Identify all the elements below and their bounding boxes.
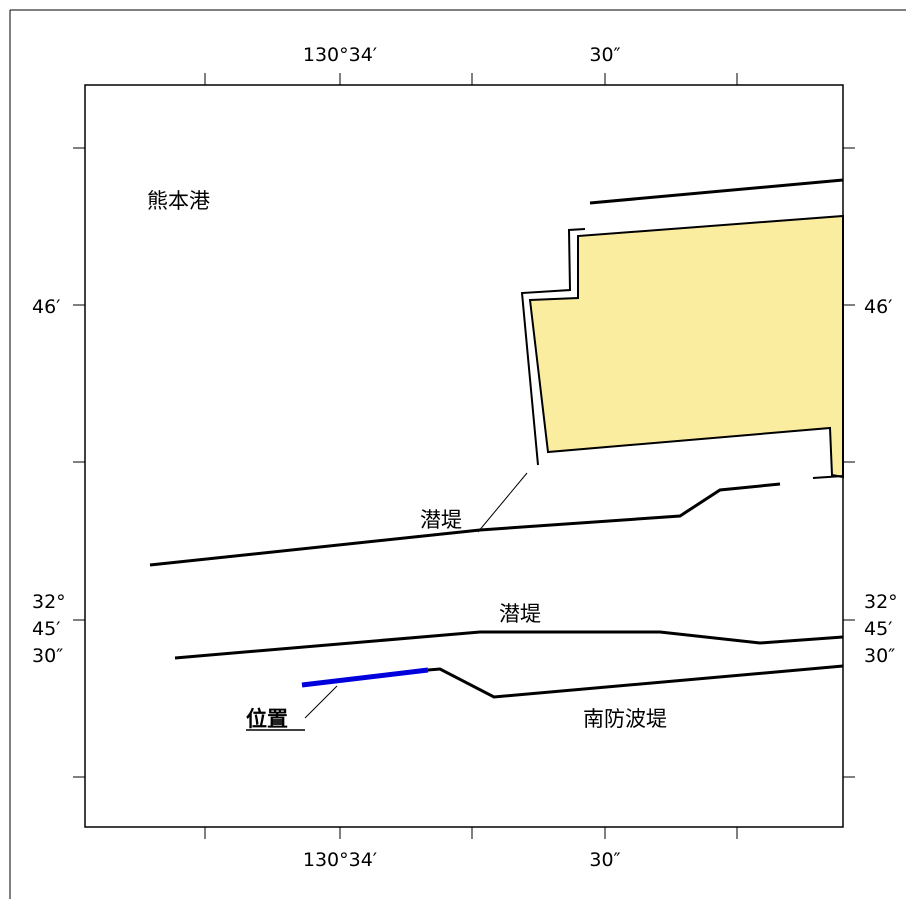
upper-submerged-breakwater (149, 482, 781, 567)
place-name-kumamoto-port: 熊本港 (147, 189, 210, 213)
lower-submerged-breakwater (174, 630, 844, 660)
bottom-axis-label-2: 30″ (589, 849, 620, 871)
right-axis-label-min: 45′ (864, 618, 893, 640)
top-ticks (204, 73, 738, 85)
port-island-land (528, 214, 844, 479)
left-axis-label-46: 46′ (32, 296, 61, 318)
south-breakwater (427, 664, 844, 699)
island-seawall (520, 228, 586, 466)
bottom-axis-label-1: 130°34′ (303, 849, 377, 871)
outer-frame (9, 9, 906, 899)
left-axis-label-sec: 30″ (32, 645, 63, 667)
top-axis-label-1: 130°34′ (303, 44, 377, 66)
label-submerged-breakwater-upper: 潜堤 (420, 508, 462, 532)
location-highlight-line (301, 667, 429, 688)
top-axis-label-2: 30″ (589, 44, 620, 66)
right-axis-label-46: 46′ (864, 296, 893, 318)
label-location: 位置 (246, 707, 288, 731)
bottom-ticks (204, 827, 738, 839)
location-leader-line (304, 685, 338, 719)
label-south-breakwater: 南防波堤 (583, 707, 667, 731)
left-axis-label-min: 45′ (32, 618, 61, 640)
east-jetty (812, 475, 844, 479)
left-ticks (73, 147, 85, 778)
right-ticks (843, 147, 855, 778)
left-axis-label-deg: 32° (32, 591, 66, 613)
right-axis-label-deg: 32° (864, 591, 898, 613)
right-axis-label-sec: 30″ (864, 645, 895, 667)
upper-submerged-breakwater-leader (477, 472, 528, 533)
label-submerged-breakwater-lower: 潜堤 (499, 602, 541, 626)
north-breakwater-line (589, 178, 844, 205)
